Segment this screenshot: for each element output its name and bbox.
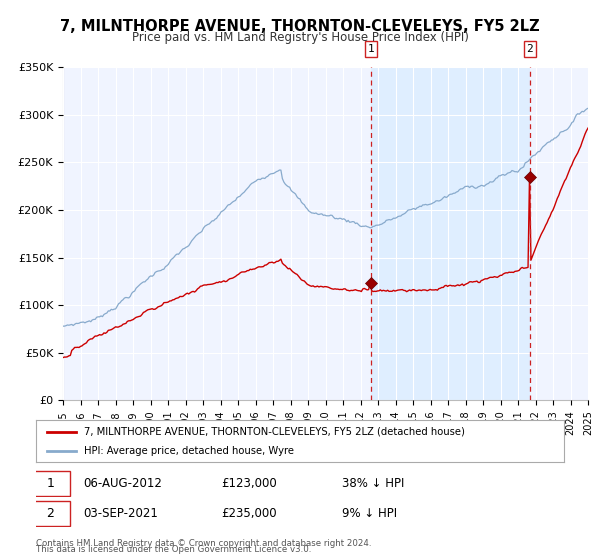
Bar	[371, 67, 530, 400]
FancyBboxPatch shape	[31, 501, 70, 526]
Text: HPI: Average price, detached house, Wyre: HPI: Average price, detached house, Wyre	[83, 446, 293, 456]
Text: 9% ↓ HPI: 9% ↓ HPI	[342, 507, 397, 520]
Text: 06-AUG-2012: 06-AUG-2012	[83, 477, 163, 491]
Text: This data is licensed under the Open Government Licence v3.0.: This data is licensed under the Open Gov…	[36, 545, 311, 554]
FancyBboxPatch shape	[31, 472, 70, 496]
Text: 1: 1	[367, 44, 374, 54]
Text: £235,000: £235,000	[221, 507, 277, 520]
Text: 7, MILNTHORPE AVENUE, THORNTON-CLEVELEYS, FY5 2LZ (detached house): 7, MILNTHORPE AVENUE, THORNTON-CLEVELEYS…	[83, 427, 464, 437]
Text: £123,000: £123,000	[221, 477, 277, 491]
Text: Price paid vs. HM Land Registry's House Price Index (HPI): Price paid vs. HM Land Registry's House …	[131, 31, 469, 44]
Text: 2: 2	[46, 507, 54, 520]
Text: 38% ↓ HPI: 38% ↓ HPI	[342, 477, 404, 491]
Text: 03-SEP-2021: 03-SEP-2021	[83, 507, 158, 520]
Text: 7, MILNTHORPE AVENUE, THORNTON-CLEVELEYS, FY5 2LZ: 7, MILNTHORPE AVENUE, THORNTON-CLEVELEYS…	[60, 19, 540, 34]
Text: 2: 2	[526, 44, 533, 54]
Text: 1: 1	[46, 477, 54, 491]
Text: Contains HM Land Registry data © Crown copyright and database right 2024.: Contains HM Land Registry data © Crown c…	[36, 539, 371, 548]
